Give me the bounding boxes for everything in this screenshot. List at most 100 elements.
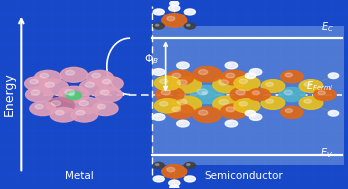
Circle shape [285,73,292,77]
Circle shape [247,74,251,76]
Circle shape [159,79,168,84]
Circle shape [219,99,229,105]
Circle shape [213,77,243,93]
Circle shape [281,106,303,118]
Circle shape [252,70,256,72]
Circle shape [40,73,48,78]
Text: Φ$_B$: Φ$_B$ [144,52,159,66]
Circle shape [50,108,77,122]
Circle shape [66,70,74,75]
Circle shape [177,120,189,127]
Circle shape [95,87,122,102]
Circle shape [247,112,251,113]
Circle shape [85,82,95,87]
Circle shape [156,177,159,179]
Circle shape [248,88,270,101]
Text: E$_C$: E$_C$ [321,21,333,34]
Circle shape [71,108,98,122]
Circle shape [193,67,221,82]
Circle shape [154,76,180,90]
Circle shape [156,10,159,12]
Circle shape [171,77,201,93]
Circle shape [197,89,208,95]
Circle shape [225,120,238,127]
Text: Energy: Energy [2,73,15,116]
Circle shape [314,88,336,101]
Circle shape [31,90,40,95]
Circle shape [177,62,189,69]
Circle shape [225,62,238,69]
Circle shape [153,23,164,29]
Circle shape [179,63,183,66]
Bar [152,26,344,165]
Circle shape [155,70,159,72]
Circle shape [154,99,180,113]
Circle shape [167,104,194,119]
Circle shape [187,24,190,26]
Circle shape [34,70,61,85]
Text: E$_{Fermi}$: E$_{Fermi}$ [306,79,333,93]
Circle shape [202,92,207,94]
Circle shape [172,2,174,4]
Circle shape [30,101,56,116]
Circle shape [299,80,323,92]
Circle shape [171,96,201,112]
Circle shape [76,110,85,115]
Circle shape [187,177,190,179]
Circle shape [56,110,64,115]
Circle shape [65,90,74,95]
Circle shape [170,1,179,6]
Circle shape [187,10,190,12]
Circle shape [152,69,165,75]
Circle shape [226,73,235,78]
Circle shape [170,185,179,189]
Circle shape [171,181,174,183]
Circle shape [228,63,232,66]
Circle shape [26,87,53,102]
Circle shape [299,97,323,109]
Circle shape [100,90,109,95]
Circle shape [236,90,245,95]
Circle shape [156,164,159,166]
Circle shape [167,16,175,21]
Circle shape [169,5,180,11]
Circle shape [169,180,180,186]
Circle shape [73,98,102,113]
Circle shape [221,70,248,85]
Circle shape [35,104,43,109]
Circle shape [219,80,229,85]
Circle shape [79,101,88,106]
Circle shape [285,109,292,113]
Circle shape [25,77,50,91]
Circle shape [234,99,260,113]
Circle shape [87,70,113,85]
Circle shape [152,114,165,120]
Circle shape [153,162,164,168]
Circle shape [156,24,159,26]
Circle shape [213,96,243,112]
Circle shape [162,14,187,27]
Circle shape [39,79,68,95]
Circle shape [245,110,255,116]
Circle shape [252,115,256,117]
Circle shape [159,101,168,106]
Circle shape [167,167,175,172]
Circle shape [281,71,303,83]
Circle shape [230,87,259,102]
Circle shape [52,101,61,106]
Circle shape [221,104,248,119]
Circle shape [304,82,311,86]
Circle shape [330,112,334,113]
Circle shape [226,107,235,112]
Circle shape [155,115,159,117]
Circle shape [177,80,187,85]
Circle shape [172,73,181,78]
Circle shape [45,82,54,87]
Circle shape [97,77,123,91]
Circle shape [245,73,255,79]
Circle shape [250,114,262,120]
Circle shape [184,23,195,29]
Circle shape [153,9,164,15]
Circle shape [59,86,89,103]
Circle shape [284,90,292,95]
